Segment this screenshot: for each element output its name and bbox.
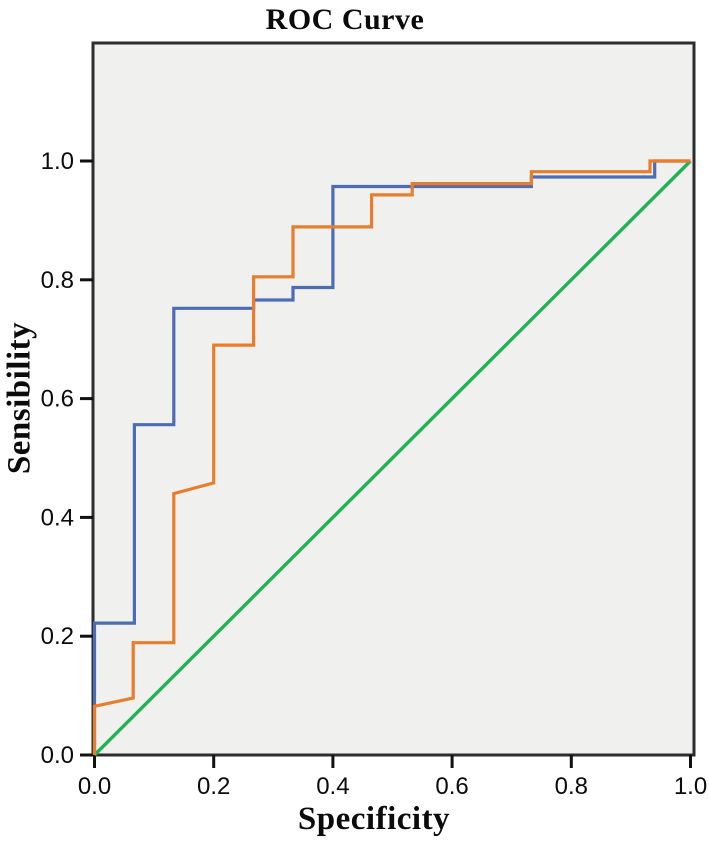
plot-area: [91, 41, 696, 757]
x-tick-label: 0.6: [435, 773, 468, 800]
y-tick-label: 0.8: [41, 267, 74, 294]
y-tick-label: 0.2: [41, 623, 74, 650]
y-tick-label: 0.6: [41, 386, 74, 413]
y-tick-label: 0.4: [41, 504, 74, 531]
chart-title: ROC Curve: [265, 3, 425, 36]
x-tick-label: 0.4: [316, 773, 349, 800]
x-tick-label: 0.2: [197, 773, 230, 800]
roc-curve-orange: [92, 159, 691, 755]
y-tick-label: 0.0: [41, 742, 74, 769]
reference-diagonal: [93, 159, 692, 757]
x-tick-label: 0.0: [78, 773, 111, 800]
x-tick-label: 0.8: [555, 773, 588, 800]
x-tick-label: 1.0: [674, 773, 707, 800]
y-tick-label: 1.0: [41, 148, 74, 175]
x-axis-title: Specificity: [297, 801, 451, 837]
roc-curve-blue: [92, 159, 691, 755]
